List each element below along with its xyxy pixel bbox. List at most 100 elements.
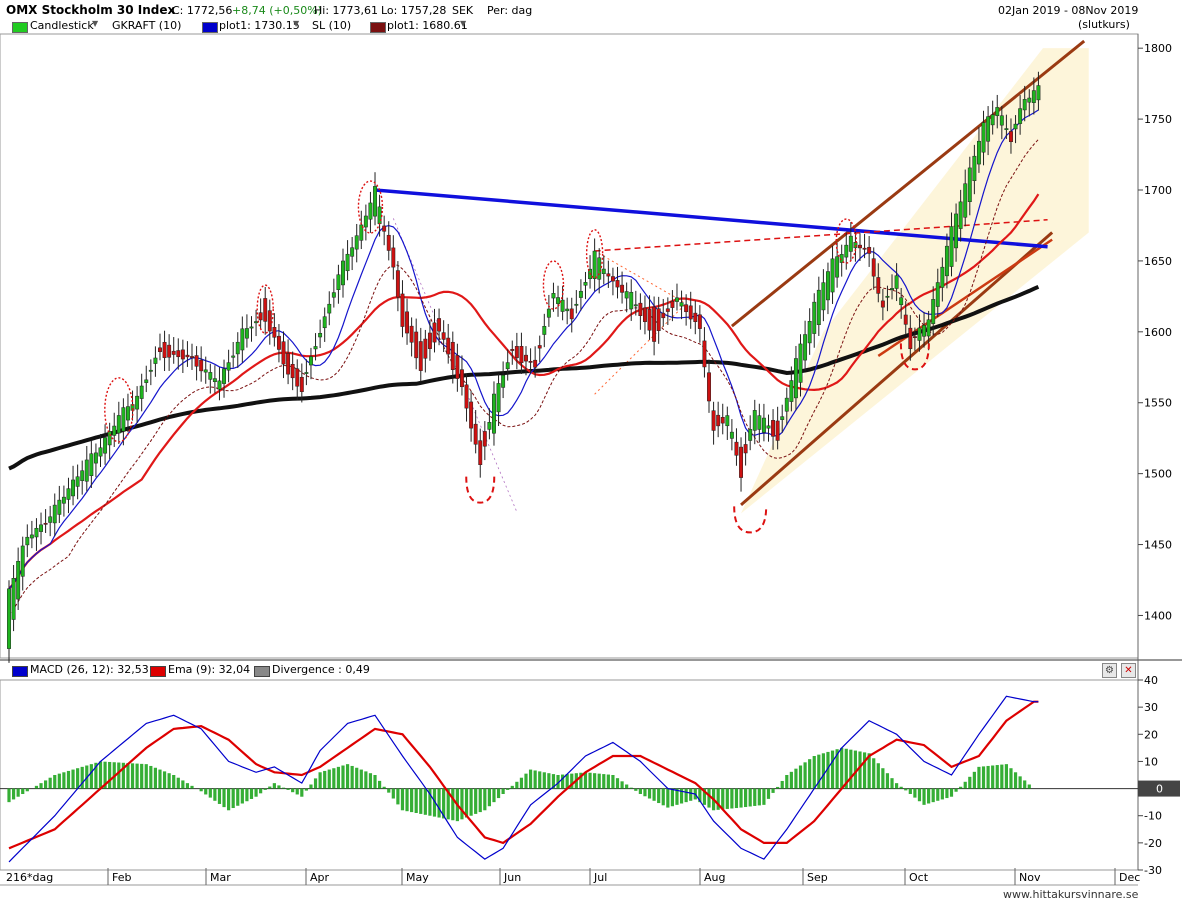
candle-body (39, 524, 43, 532)
macd-histogram-bar (373, 775, 377, 789)
candle-body (290, 363, 295, 379)
macd-histogram-bar (1018, 776, 1022, 789)
legend-divergence[interactable]: Divergence : 0,49 (272, 663, 370, 676)
macd-histogram-bar (240, 788, 244, 804)
candle-body (11, 578, 16, 620)
period-label: Per: dag (487, 4, 533, 17)
candle-body (176, 350, 181, 358)
candle-body (766, 425, 771, 429)
highlight-ellipse (104, 377, 134, 443)
macd-histogram-bar (844, 748, 848, 789)
macd-histogram-bar (21, 788, 25, 794)
legend-ema[interactable]: Ema (9): 32,04 (168, 663, 251, 676)
candle-body (510, 349, 515, 351)
macd-histogram-bar (130, 763, 135, 789)
candle-body (592, 250, 597, 280)
macd-histogram-bar (647, 788, 652, 799)
chevron-down-icon[interactable]: ▼ (460, 19, 467, 28)
highlight-ellipse (835, 218, 857, 264)
settings-icon[interactable]: ⚙ (1102, 663, 1117, 678)
candle-body (848, 235, 853, 252)
macd-histogram-bar (579, 772, 583, 789)
candle-body (482, 431, 487, 447)
candle-body (917, 327, 922, 341)
macd-histogram-bar (666, 788, 670, 808)
price-type: (slutkurs) (1078, 18, 1130, 31)
candle-body (565, 308, 570, 312)
candle-body (885, 295, 890, 298)
macd-histogram-bar (199, 788, 203, 792)
macd-histogram-bar (419, 788, 423, 814)
macd-histogram-bar (597, 773, 601, 789)
candle-body (610, 276, 615, 282)
macd-histogram-bar (62, 772, 66, 789)
candle-body (126, 406, 130, 421)
legend-sl[interactable]: SL (10) (312, 19, 352, 32)
candle-body (675, 297, 679, 302)
legend-candlestick[interactable]: Candlestick (30, 19, 94, 32)
candle-body (16, 560, 21, 600)
candle-body (793, 358, 798, 399)
bottom-arc-marker (733, 506, 768, 534)
candle-body (75, 476, 80, 487)
macd-histogram-bar (126, 763, 130, 789)
candle-body (725, 415, 730, 427)
candle-body (43, 522, 48, 525)
legend-gkraft[interactable]: GKRAFT (10) (112, 19, 182, 32)
macd-histogram-bar (80, 766, 84, 789)
macd-histogram-bar (213, 788, 217, 801)
legend-plot1-blue[interactable]: plot1: 1730.15 (219, 19, 300, 32)
close-icon[interactable]: ✕ (1121, 663, 1136, 678)
macd-histogram-bar (602, 774, 606, 789)
candle-body (1009, 131, 1013, 143)
macd-zero-badge (1138, 780, 1180, 797)
candle-body (546, 308, 551, 318)
candle-body (103, 437, 108, 454)
candle-body (148, 369, 153, 372)
chevron-down-icon[interactable]: ▼ (92, 19, 99, 28)
macd-histogram-bar (652, 788, 656, 801)
candle-body (441, 332, 446, 340)
macd-histogram-bar (798, 765, 803, 789)
candle-body (80, 470, 85, 481)
macd-y-tick-label: 10 (1144, 755, 1158, 768)
ema-color-swatch (150, 666, 166, 677)
macd-histogram-bar (615, 778, 620, 789)
macd-histogram-bar (387, 788, 391, 793)
legend-macd[interactable]: MACD (26, 12): 32,53 (30, 663, 149, 676)
candle-body (167, 344, 172, 358)
macd-y-tick-label: -20 (1144, 837, 1162, 850)
macd-histogram-bar (657, 788, 661, 804)
currency-label: SEK (452, 4, 474, 17)
macd-histogram-bar (821, 753, 825, 789)
macd-histogram-bar (153, 767, 158, 789)
macd-histogram-bar (25, 788, 29, 792)
month-label-dec: Dec (1119, 871, 1140, 884)
chevron-down-icon[interactable]: ▼ (293, 19, 300, 28)
candle-body (318, 332, 323, 338)
candle-body (432, 322, 437, 343)
macd-histogram-bar (634, 788, 638, 791)
legend-plot1-darkred[interactable]: plot1: 1680.61 (387, 19, 468, 32)
macd-histogram-bar (830, 750, 835, 789)
candle-body (519, 346, 524, 364)
candle-body (98, 447, 103, 457)
candle-body (487, 422, 492, 430)
macd-histogram-bar (469, 788, 473, 816)
candle-body (309, 356, 313, 366)
macd-histogram-bar (377, 780, 382, 789)
resistance-line (374, 188, 1048, 249)
candle-body (254, 321, 259, 324)
macd-histogram-bar (327, 769, 331, 789)
candle-body (107, 431, 112, 446)
candle-body (276, 335, 281, 350)
candle-body (931, 299, 936, 324)
macd-histogram-bar (1027, 784, 1031, 789)
candle-body (464, 384, 469, 409)
candle-body (903, 314, 908, 325)
macd-histogram-bar (936, 788, 940, 801)
candle-body (684, 304, 689, 313)
candle-body (414, 331, 419, 359)
macd-histogram-bar (217, 788, 222, 804)
